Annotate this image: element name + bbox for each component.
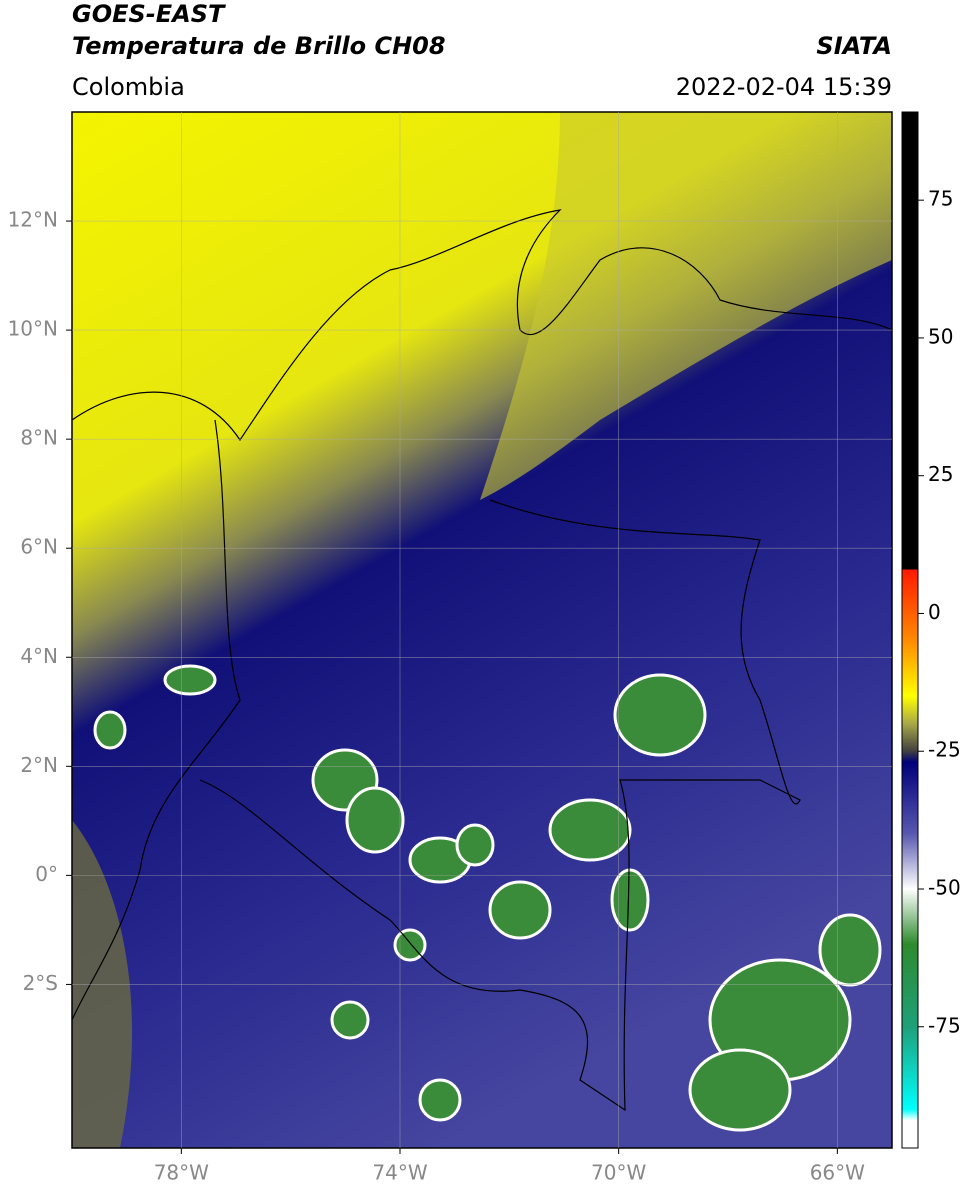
colorbar-tick-label: 50 xyxy=(928,324,953,348)
region: Colombia xyxy=(72,73,185,101)
colorbar-tick-label: -25 xyxy=(928,738,961,762)
title-line2: Temperatura de Brillo CH08 xyxy=(72,32,446,60)
convective-cells xyxy=(93,664,882,1132)
lat-tick-label: 6°N xyxy=(20,535,58,559)
cloud-band xyxy=(72,820,133,1148)
lat-tick-label: 2°N xyxy=(20,753,58,777)
lon-tick-label: 70°W xyxy=(591,1161,646,1185)
colorbar-tick-label: 25 xyxy=(928,462,953,486)
timestamp: 2022-02-04 15:39 xyxy=(676,73,892,101)
title-line1: GOES-EAST xyxy=(72,0,226,28)
lat-tick-label: 4°N xyxy=(20,644,58,668)
lat-tick-label: 8°N xyxy=(20,426,58,450)
lon-tick-label: 74°W xyxy=(372,1161,427,1185)
map-frame xyxy=(71,111,893,1149)
lat-tick-label: 0° xyxy=(35,862,58,886)
lon-tick-label: 78°W xyxy=(154,1161,209,1185)
lon-tick-label: 66°W xyxy=(810,1161,865,1185)
lat-tick-label: 10°N xyxy=(8,317,58,341)
lat-tick-label: 12°N xyxy=(8,208,58,232)
colorbar-tick-label: -75 xyxy=(928,1013,961,1037)
coastlines xyxy=(72,209,892,1112)
lat-tick-label: 2°S xyxy=(23,971,58,995)
colorbar-tick-label: -50 xyxy=(928,876,961,900)
colorbar xyxy=(901,111,919,1149)
colorbar-tick-label: 0 xyxy=(928,600,941,624)
cloud-band xyxy=(480,112,892,500)
satellite-image xyxy=(72,112,892,1148)
source: SIATA xyxy=(816,32,892,60)
colorbar-tick-label: 75 xyxy=(928,187,953,211)
